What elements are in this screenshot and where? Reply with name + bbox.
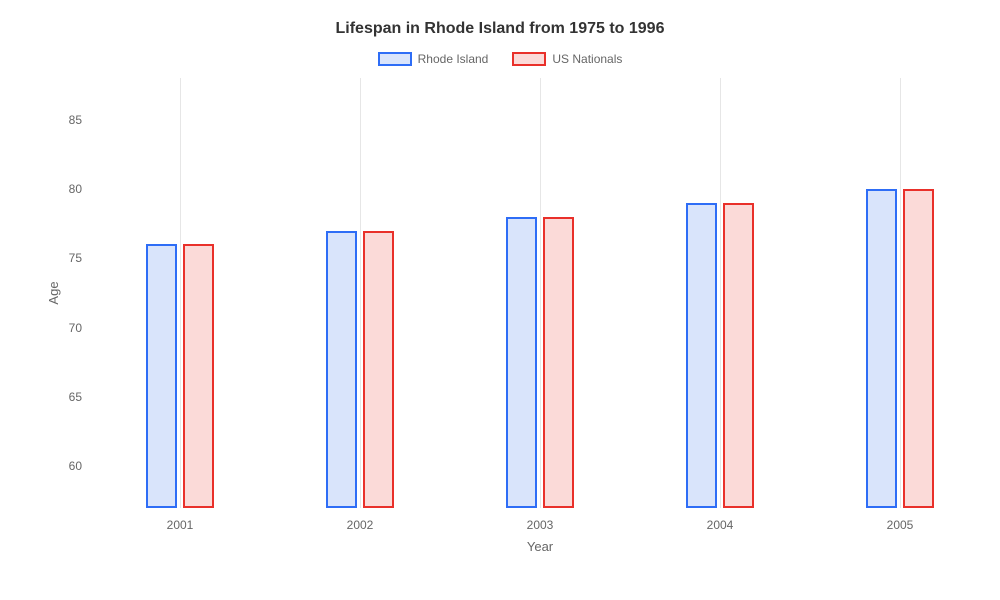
legend-label: Rhode Island [418,52,489,66]
bar [903,189,934,508]
bar [363,231,394,508]
legend-swatch [512,52,546,66]
legend: Rhode Island US Nationals [30,52,970,66]
x-axis-tick: 2001 [167,508,194,532]
y-axis-tick: 70 [69,321,90,335]
x-axis-tick: 2003 [527,508,554,532]
x-axis-title: Year [527,539,553,554]
bar [866,189,897,508]
legend-label: US Nationals [552,52,622,66]
gridline-vertical [180,78,181,508]
chart-title: Lifespan in Rhode Island from 1975 to 19… [30,20,970,38]
y-axis-title: Age [46,281,61,304]
x-axis-tick: 2005 [887,508,914,532]
legend-swatch [378,52,412,66]
y-axis-tick: 85 [69,113,90,127]
bar [543,217,574,508]
plot-area: Age Year 6065707580852001200220032004200… [90,78,990,508]
gridline-vertical [900,78,901,508]
legend-item: Rhode Island [378,52,489,66]
y-axis-tick: 60 [69,459,90,473]
x-axis-tick: 2004 [707,508,734,532]
y-axis-tick: 65 [69,390,90,404]
gridline-vertical [360,78,361,508]
bar [506,217,537,508]
bar [686,203,717,508]
chart-container: Lifespan in Rhode Island from 1975 to 19… [0,0,1000,600]
x-axis-tick: 2002 [347,508,374,532]
legend-item: US Nationals [512,52,622,66]
bar [183,244,214,508]
gridline-vertical [720,78,721,508]
y-axis-tick: 80 [69,182,90,196]
bar [146,244,177,508]
gridline-vertical [540,78,541,508]
bar [723,203,754,508]
y-axis-tick: 75 [69,251,90,265]
bar [326,231,357,508]
